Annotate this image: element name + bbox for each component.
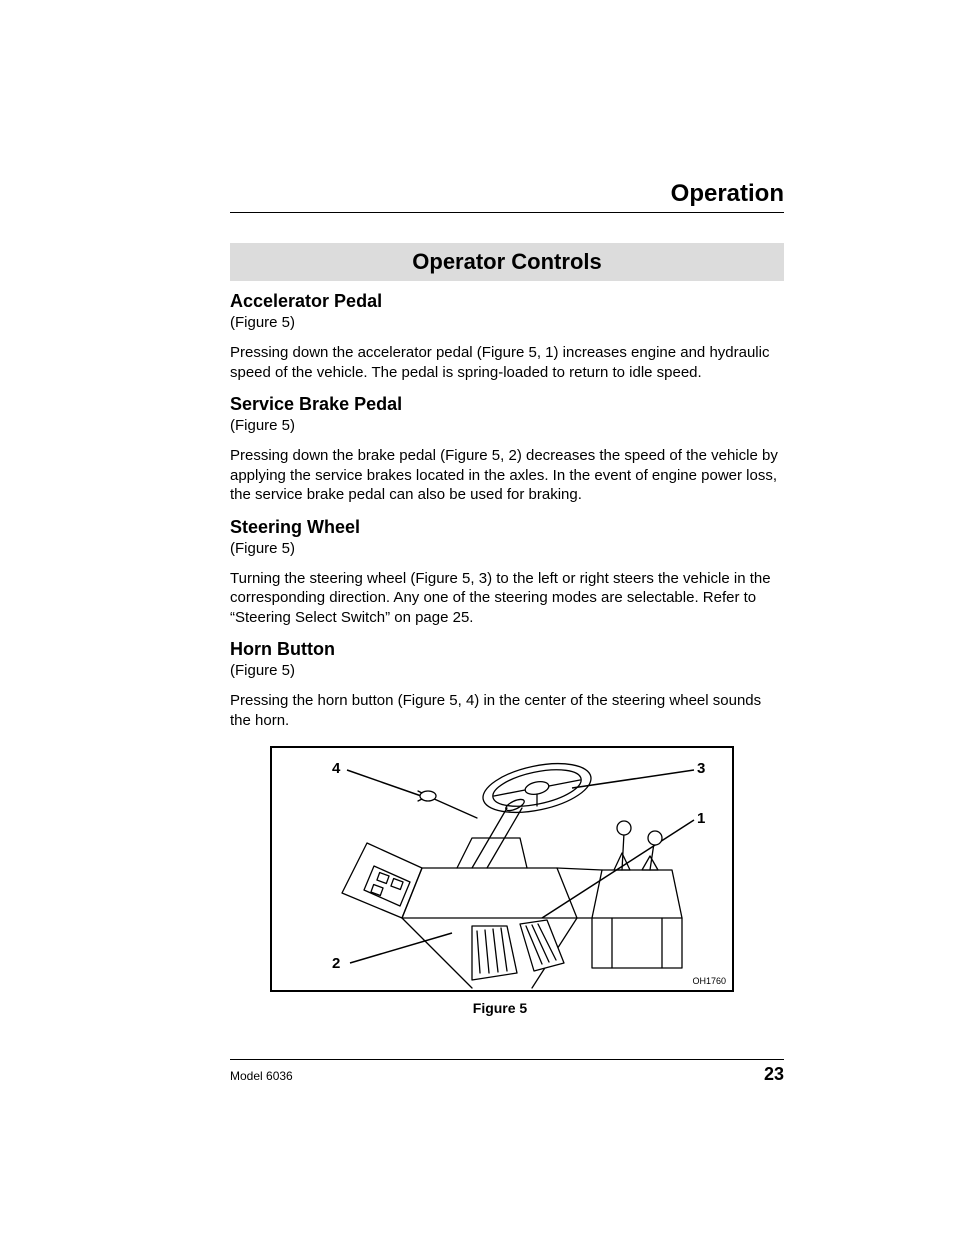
body-brake: Pressing down the brake pedal (Figure 5,… (230, 446, 784, 505)
ref-brake: (Figure 5) (230, 417, 784, 434)
callout-1: 1 (697, 810, 705, 827)
section-steering: Steering Wheel (Figure 5) Turning the st… (230, 517, 784, 628)
body-horn: Pressing the horn button (Figure 5, 4) i… (230, 691, 784, 730)
page: Operation Operator Controls Accelerator … (0, 0, 954, 1235)
figure-caption: Figure 5 (270, 1000, 730, 1016)
callout-3: 3 (697, 760, 705, 777)
figure-wrap: 4 3 1 2 OH1760 Figure 5 (270, 746, 784, 1016)
figure-box: 4 3 1 2 OH1760 (270, 746, 734, 992)
heading-steering: Steering Wheel (230, 517, 784, 538)
section-header: Operation (230, 180, 784, 208)
heading-accelerator: Accelerator Pedal (230, 291, 784, 312)
footer: Model 6036 23 (230, 1059, 784, 1085)
title-bar: Operator Controls (230, 243, 784, 281)
ref-steering: (Figure 5) (230, 540, 784, 557)
ref-horn: (Figure 5) (230, 662, 784, 679)
section-accelerator: Accelerator Pedal (Figure 5) Pressing do… (230, 291, 784, 382)
ref-accelerator: (Figure 5) (230, 314, 784, 331)
footer-model: Model 6036 (230, 1069, 293, 1083)
figure-svg (272, 748, 732, 990)
footer-rule (230, 1059, 784, 1060)
footer-page: 23 (764, 1064, 784, 1085)
heading-horn: Horn Button (230, 639, 784, 660)
callout-2: 2 (332, 955, 340, 972)
body-steering: Turning the steering wheel (Figure 5, 3)… (230, 569, 784, 628)
section-brake: Service Brake Pedal (Figure 5) Pressing … (230, 394, 784, 505)
section-rule (230, 212, 784, 213)
heading-brake: Service Brake Pedal (230, 394, 784, 415)
figure-code: OH1760 (692, 976, 726, 986)
body-accelerator: Pressing down the accelerator pedal (Fig… (230, 343, 784, 382)
section-horn: Horn Button (Figure 5) Pressing the horn… (230, 639, 784, 730)
callout-4: 4 (332, 760, 340, 777)
